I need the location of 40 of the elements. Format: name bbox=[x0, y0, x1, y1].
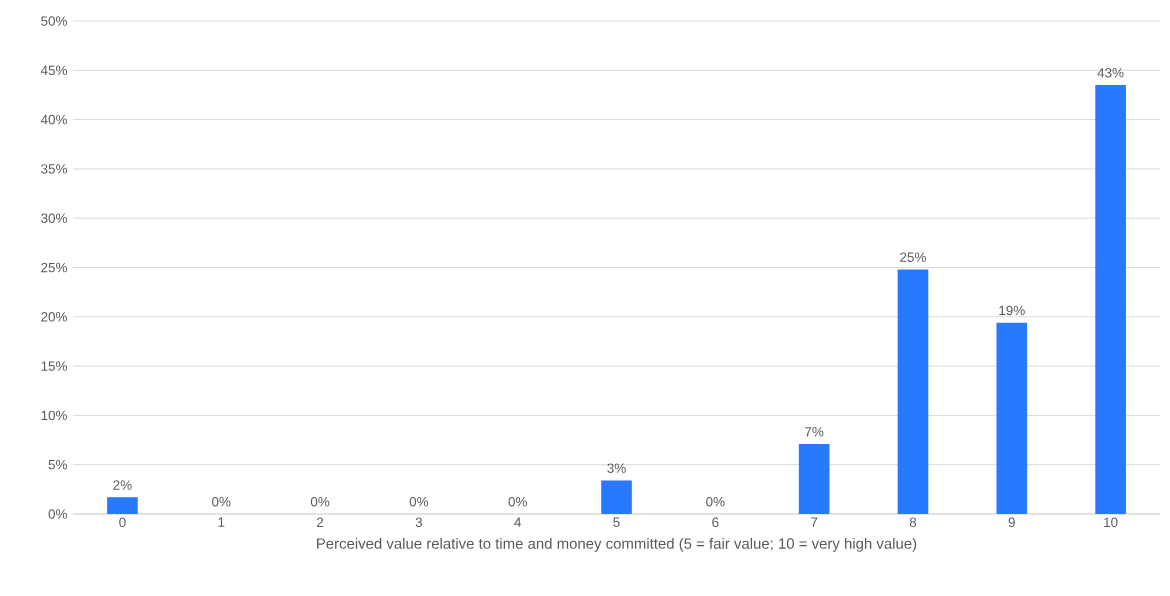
bar bbox=[798, 443, 830, 514]
data-label: 19% bbox=[999, 305, 1025, 316]
data-label: 43% bbox=[1097, 68, 1124, 78]
x-tick-label: 3 bbox=[415, 517, 423, 528]
x-tick-label: 2 bbox=[316, 517, 324, 527]
y-tick-label: 35% bbox=[41, 164, 67, 174]
y-tick-label: 40% bbox=[40, 114, 67, 125]
bar bbox=[996, 322, 1028, 514]
y-tick-label: 5% bbox=[48, 459, 67, 470]
x-tick-label: 1 bbox=[218, 517, 225, 527]
bar bbox=[601, 480, 632, 514]
bar bbox=[107, 497, 138, 514]
y-tick-label: 30% bbox=[41, 213, 67, 223]
y-tick-label: 50% bbox=[41, 16, 67, 26]
y-tick-label: 10% bbox=[41, 410, 67, 421]
y-tick-label: 45% bbox=[40, 65, 67, 76]
data-label: 0% bbox=[212, 496, 231, 507]
x-tick-label: 5 bbox=[613, 517, 620, 527]
data-label: 0% bbox=[706, 496, 725, 507]
x-axis-title: Perceived value relative to time and money committed (5 = fair value; 10 = very high value) bbox=[317, 537, 917, 552]
y-tick-label: 25% bbox=[41, 262, 67, 273]
x-tick-label: 8 bbox=[909, 517, 917, 528]
y-tick-label: 0% bbox=[48, 509, 67, 519]
y-tick-label: 15% bbox=[41, 361, 67, 371]
x-tick-label: 7 bbox=[811, 517, 818, 527]
data-label: 7% bbox=[805, 427, 824, 437]
x-tick-label: 0 bbox=[119, 517, 126, 528]
data-label: 0% bbox=[310, 496, 330, 507]
data-label: 0% bbox=[409, 496, 429, 507]
x-tick-label: 6 bbox=[712, 517, 719, 528]
data-label: 2% bbox=[113, 480, 132, 490]
bar bbox=[897, 269, 929, 514]
data-label: 3% bbox=[607, 463, 626, 473]
x-tick-label: 4 bbox=[514, 517, 522, 527]
x-tick-label: 10 bbox=[1104, 517, 1118, 528]
bar bbox=[1095, 85, 1126, 514]
x-tick-label: 9 bbox=[1008, 517, 1015, 528]
data-label: 25% bbox=[900, 252, 926, 262]
data-label: 0% bbox=[508, 496, 527, 507]
y-tick-label: 20% bbox=[41, 312, 67, 322]
